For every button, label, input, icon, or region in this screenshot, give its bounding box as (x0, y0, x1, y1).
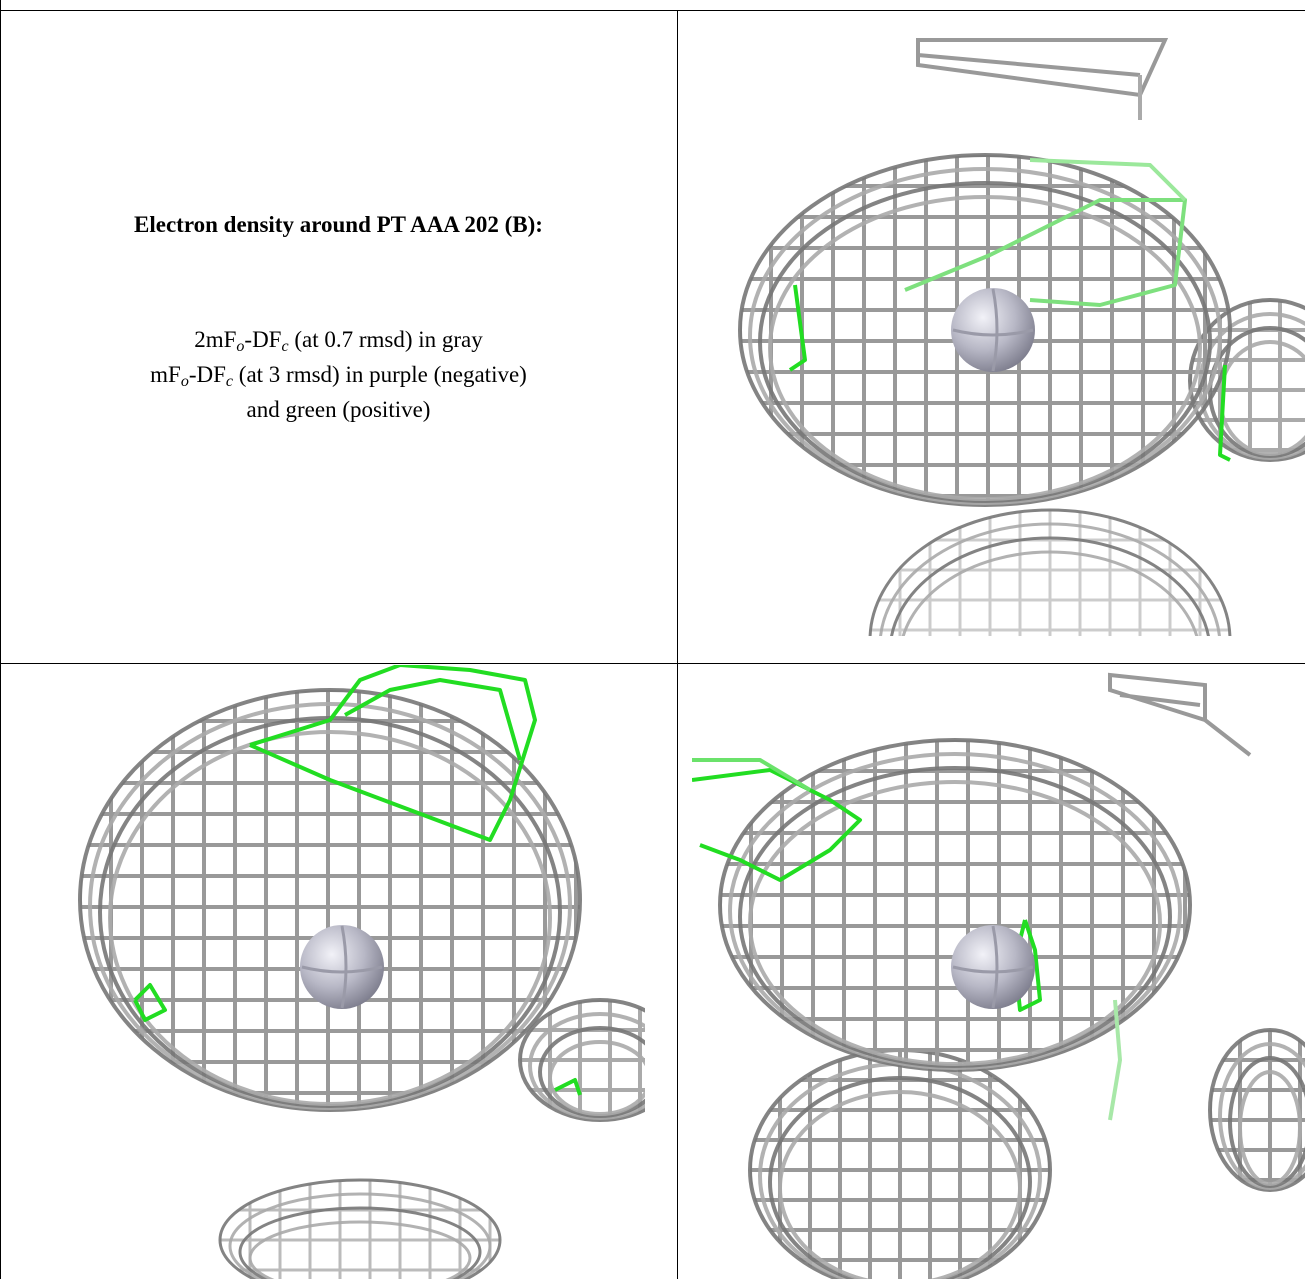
density-panel (692, 672, 1305, 1279)
mesh-contour (768, 195, 1202, 501)
caption-subscript: c (225, 373, 234, 390)
density-panels (78, 38, 1305, 1279)
positive-density (788, 284, 807, 372)
mesh-contour (248, 1220, 472, 1279)
mesh-contour (238, 1206, 482, 1279)
mesh-contour (548, 1040, 645, 1116)
mesh-contour (868, 508, 1232, 636)
mesh-contour (778, 1090, 1022, 1279)
mesh-contour (879, 522, 1221, 636)
positive-density (344, 678, 522, 761)
positive-density (1029, 158, 1187, 202)
caption: 2mFo-DFc (at 0.7 rmsd) in gray mFo-DFc (… (0, 322, 677, 427)
caption-text: -DF (244, 327, 282, 352)
atom-sphere-band (991, 288, 999, 372)
legend-cell: Electron density around PT AAA 202 (B): … (0, 0, 677, 660)
caption-text: (at 3 rmsd) in purple (negative) (233, 362, 527, 387)
caption-subscript: o (236, 338, 245, 355)
caption-line: mFo-DFc (at 3 rmsd) in purple (negative) (0, 357, 677, 392)
caption-line: and green (positive) (0, 392, 677, 427)
mesh-contour (748, 780, 1162, 1066)
atom-sphere-band (991, 925, 999, 1009)
caption-subscript: c (281, 338, 289, 355)
density-panel (78, 665, 645, 1279)
caption-line: 2mFo-DFc (at 0.7 rmsd) in gray (0, 322, 677, 357)
mesh-contour (738, 766, 1172, 1068)
caption-text: 2mF (194, 327, 237, 352)
mesh-contour (890, 536, 1210, 636)
positive-density (692, 768, 862, 882)
atom-sphere-band (952, 328, 1034, 337)
mesh-contour (901, 550, 1199, 636)
mesh-fragment (916, 38, 1169, 98)
caption-subscript: o (180, 373, 189, 390)
mesh-contour (768, 1076, 1032, 1279)
mesh-contour (108, 730, 552, 1106)
caption-text: and green (positive) (246, 397, 431, 422)
mesh (80, 690, 580, 1110)
atom-sphere (951, 925, 1035, 1009)
caption-text: mF (150, 362, 181, 387)
caption-text: (at 0.7 rmsd) in gray (288, 327, 483, 352)
title: Electron density around PT AAA 202 (B): (134, 212, 543, 237)
caption-text: -DF (188, 362, 226, 387)
mesh-contour (1218, 340, 1305, 456)
mesh-fragment (1108, 672, 1252, 757)
positive-density (133, 983, 167, 1022)
positive-density (554, 1078, 582, 1096)
atom-sphere-band (340, 925, 348, 1009)
atom-sphere-band (301, 965, 383, 974)
mesh-contour (228, 1192, 492, 1279)
positive-density (1218, 364, 1231, 462)
atom-sphere (300, 925, 384, 1009)
positive-density (249, 665, 537, 842)
positive-density (692, 758, 812, 792)
mesh-contour (1238, 1070, 1302, 1186)
atom-sphere-band (952, 965, 1034, 974)
density-panel (738, 38, 1305, 636)
positive-density (1108, 999, 1122, 1121)
mesh-contour (218, 1178, 502, 1279)
atom-sphere (951, 288, 1035, 372)
